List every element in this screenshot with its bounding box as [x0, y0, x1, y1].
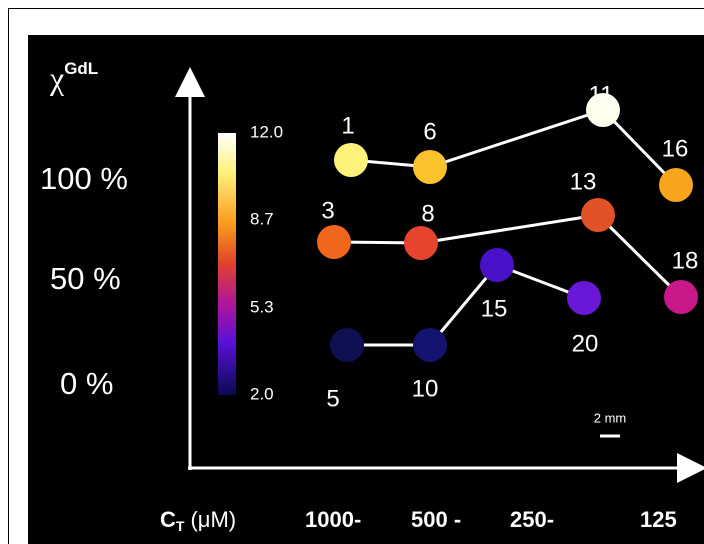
y-tick-label: 0 %: [60, 366, 113, 401]
sample-disc: [659, 168, 693, 202]
colorbar: [218, 133, 236, 395]
sample-label: 13: [570, 168, 597, 195]
y-tick-label: 100 %: [40, 161, 128, 196]
sample-disc: [664, 280, 698, 314]
sample-disc: [480, 248, 514, 282]
sample-disc: [413, 150, 447, 184]
sample-disc: [404, 226, 438, 260]
colorbar-label: 12.0: [250, 122, 283, 141]
figure: χGdL 100 % 50 % 0 % 12.0 8.7 5.3 2.0 161…: [0, 0, 704, 544]
sample-disc: [334, 143, 368, 177]
x-tick-label: 125: [640, 507, 677, 532]
sample-label: 8: [421, 200, 434, 227]
sample-disc: [567, 281, 601, 315]
colorbar-label: 2.0: [250, 384, 274, 403]
sample-disc: [581, 198, 615, 232]
sample-label: 18: [672, 247, 699, 274]
sample-disc: [317, 225, 351, 259]
sample-disc: [330, 328, 364, 362]
y-tick-label: 50 %: [50, 261, 121, 296]
x-tick-label: 500 -: [411, 507, 461, 532]
x-tick-label: 1000-: [305, 507, 361, 532]
scale-bar-label: 2 mm: [594, 410, 627, 425]
sample-disc: [413, 328, 447, 362]
colorbar-label: 5.3: [250, 297, 274, 316]
sample-label: 11: [589, 81, 614, 108]
sample-label: 10: [412, 375, 439, 402]
x-axis-label: CT(μM): [160, 507, 236, 534]
sample-label: 1: [341, 112, 354, 139]
sample-label: 16: [662, 135, 689, 162]
sample-label: 3: [321, 197, 334, 224]
sample-label: 5: [326, 385, 339, 412]
sample-label: 6: [423, 118, 436, 145]
colorbar-label: 8.7: [250, 209, 274, 228]
sample-label: 15: [481, 295, 508, 322]
x-tick-label: 250-: [510, 507, 554, 532]
sample-label: 20: [572, 330, 599, 357]
